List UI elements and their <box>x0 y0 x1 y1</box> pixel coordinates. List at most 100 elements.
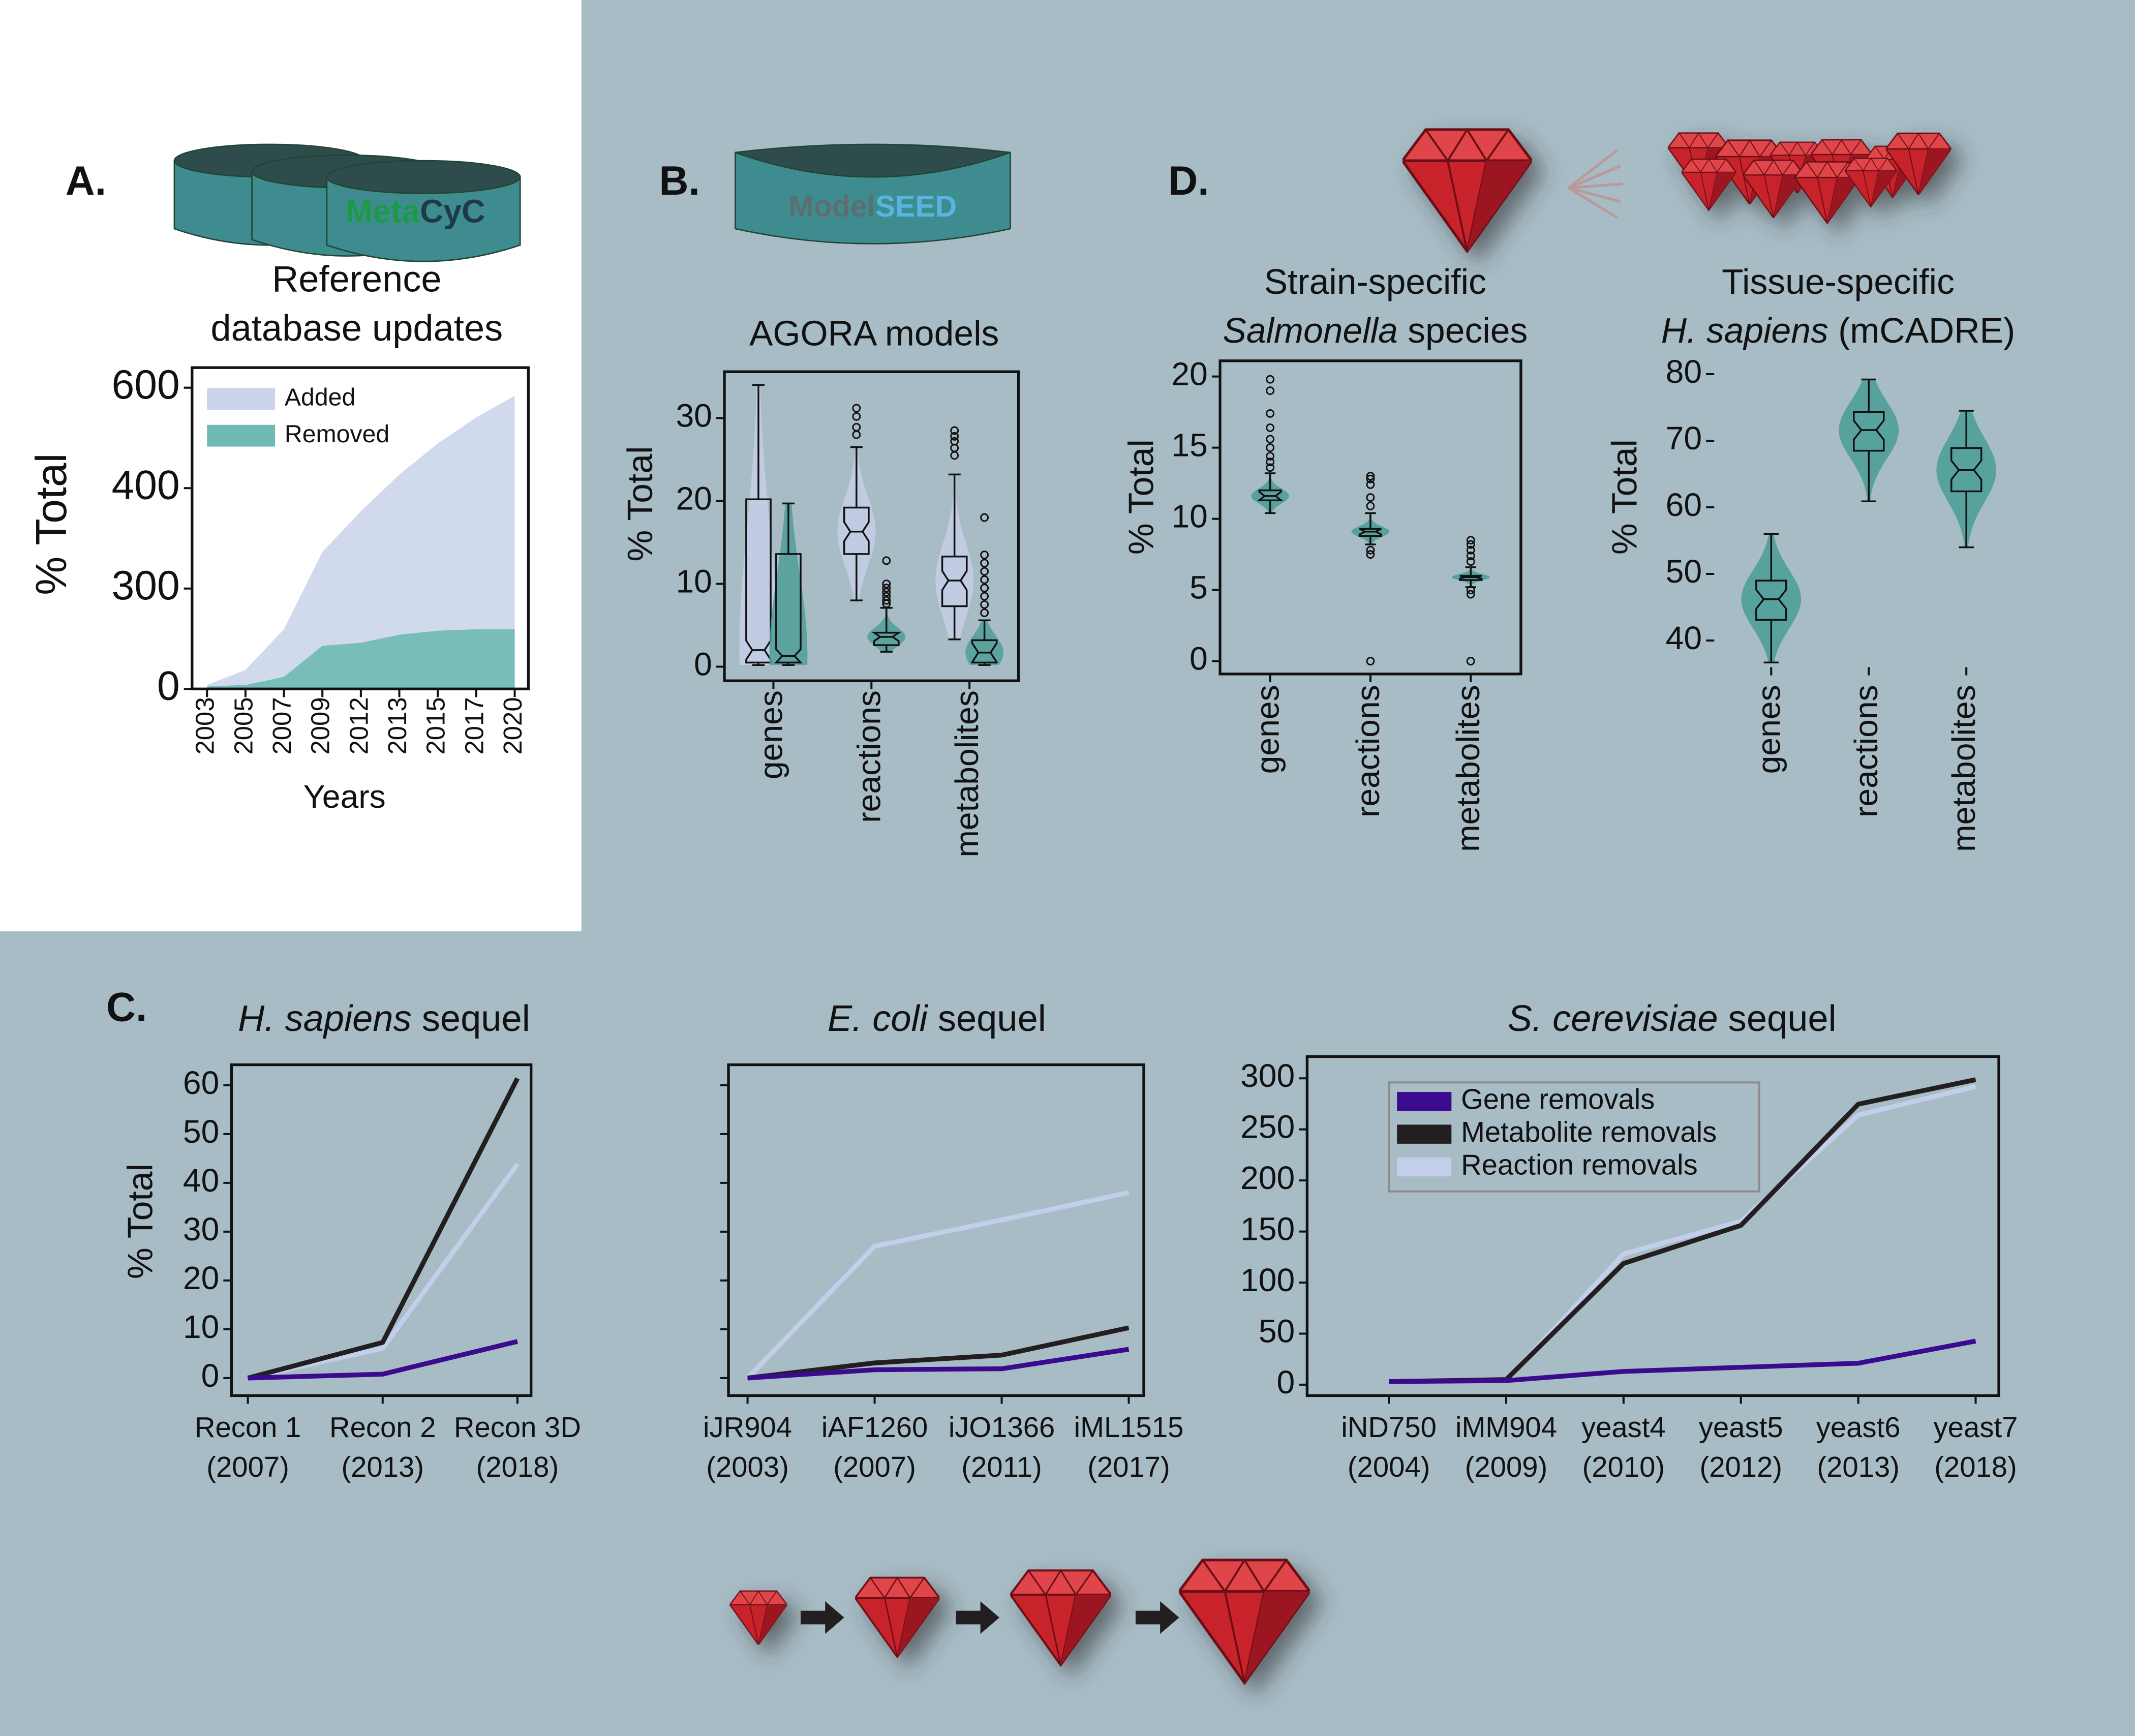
box <box>774 553 803 664</box>
legend-swatch <box>1397 1157 1452 1177</box>
y-tick-label: 0 <box>1190 641 1208 677</box>
box <box>1755 580 1787 621</box>
y-tick-label: 40 <box>1666 620 1702 656</box>
flier <box>1266 451 1275 461</box>
metacyc-icon: MetaCyC <box>173 143 521 262</box>
flier <box>852 404 861 413</box>
y-tick-label: 150 <box>1240 1211 1295 1247</box>
flier <box>1466 551 1475 560</box>
arrows <box>801 1601 1179 1634</box>
flier <box>1366 474 1375 483</box>
title-part: Strain-specific <box>1264 262 1486 301</box>
flier <box>1266 409 1275 418</box>
x-tick-label: 2009 <box>306 697 335 754</box>
x-tick-label: metabolites <box>1450 685 1486 852</box>
flier <box>852 422 861 432</box>
flier <box>882 584 891 593</box>
chart-title: Salmonella species <box>1223 311 1528 351</box>
x-tick-label: (2018) <box>476 1451 559 1483</box>
y-axis-label: % Total <box>120 1164 160 1279</box>
violin <box>965 620 1004 665</box>
x-tick-label: iMM904 <box>1455 1411 1557 1443</box>
legend-label: Added <box>285 384 355 411</box>
flier <box>950 426 959 435</box>
legend-label: Gene removals <box>1461 1083 1655 1115</box>
x-tick-label: Recon 2 <box>329 1411 436 1443</box>
y-tick-label: 300 <box>1240 1057 1295 1094</box>
logo-part: CyC <box>420 193 485 229</box>
flier <box>882 592 891 601</box>
flier <box>950 437 959 446</box>
flier <box>980 592 989 601</box>
x-tick-label: genes <box>1750 685 1787 774</box>
title-part: E. coli <box>828 998 929 1039</box>
flier <box>1266 463 1275 472</box>
y-tick-label: 20 <box>676 480 712 516</box>
panel-label: D. <box>1168 158 1209 204</box>
x-tick-label: reactions <box>1848 685 1884 817</box>
x-tick-label: (2007) <box>206 1451 289 1483</box>
area <box>207 629 515 689</box>
title-part: sequel <box>928 998 1046 1039</box>
flier <box>1466 586 1475 595</box>
fan-arrows <box>1568 148 1624 219</box>
flier <box>950 432 959 441</box>
violin <box>1741 534 1802 663</box>
box <box>1257 489 1284 501</box>
legend-swatch <box>1397 1124 1452 1144</box>
x-tick-label: (2003) <box>706 1451 789 1483</box>
chart-title: S. cerevisiae sequel <box>1508 998 1837 1039</box>
legend-label: Reaction removals <box>1461 1148 1698 1180</box>
flier <box>1466 557 1475 566</box>
logo-text: ModelSEED <box>789 190 957 223</box>
x-tick-label: 2012 <box>344 697 373 754</box>
flier <box>1366 501 1375 510</box>
y-tick-label: 100 <box>1240 1262 1295 1298</box>
y-tick-label: 200 <box>1240 1160 1295 1196</box>
x-tick-label: Recon 1 <box>195 1411 301 1443</box>
x-tick-label: iAF1260 <box>821 1411 928 1443</box>
flier <box>980 567 989 576</box>
y-tick-label: 300 <box>112 563 180 608</box>
line <box>1389 1338 1976 1384</box>
flier <box>980 584 989 593</box>
title-part: sequel <box>1718 998 1837 1039</box>
title-part: Reference <box>272 259 442 300</box>
x-tick-label: (2010) <box>1582 1451 1665 1483</box>
x-tick-label: metabolites <box>1945 685 1982 852</box>
chart-title: Reference <box>272 259 442 300</box>
panel-label: B. <box>659 158 699 204</box>
x-tick-label: iML1515 <box>1074 1411 1184 1443</box>
flier <box>1366 493 1375 502</box>
y-tick-label: 0 <box>157 663 180 709</box>
logo-part: Meta <box>346 193 421 229</box>
flier <box>980 600 989 609</box>
y-tick-label: 60 <box>183 1064 219 1101</box>
y-tick-label: 10 <box>183 1308 219 1345</box>
flier <box>1366 472 1375 481</box>
title-part: Salmonella <box>1223 311 1397 351</box>
flier <box>980 559 989 568</box>
y-tick-label: 20 <box>1171 356 1207 392</box>
chart-title: H. sapiens (mCADRE) <box>1661 311 2015 351</box>
flier <box>852 412 861 421</box>
box <box>1950 447 1982 493</box>
flier <box>980 513 989 522</box>
flier <box>1266 375 1275 384</box>
x-tick-label: 2005 <box>229 697 258 754</box>
flier <box>1466 590 1475 599</box>
violin <box>1839 379 1899 502</box>
legend-label: Metabolite removals <box>1461 1116 1717 1148</box>
flier <box>882 588 891 597</box>
x-axis-label: Years <box>303 778 386 815</box>
y-tick-label: 0 <box>694 646 712 682</box>
x-tick-label: yeast5 <box>1699 1411 1783 1443</box>
title-part: sequel <box>412 998 530 1039</box>
line <box>248 1339 518 1381</box>
x-tick-label: Recon 3D <box>454 1411 581 1443</box>
violin <box>1251 473 1290 513</box>
flier <box>1466 536 1475 545</box>
y-tick-label: 0 <box>201 1357 220 1394</box>
logo-part: SEED <box>875 190 957 223</box>
